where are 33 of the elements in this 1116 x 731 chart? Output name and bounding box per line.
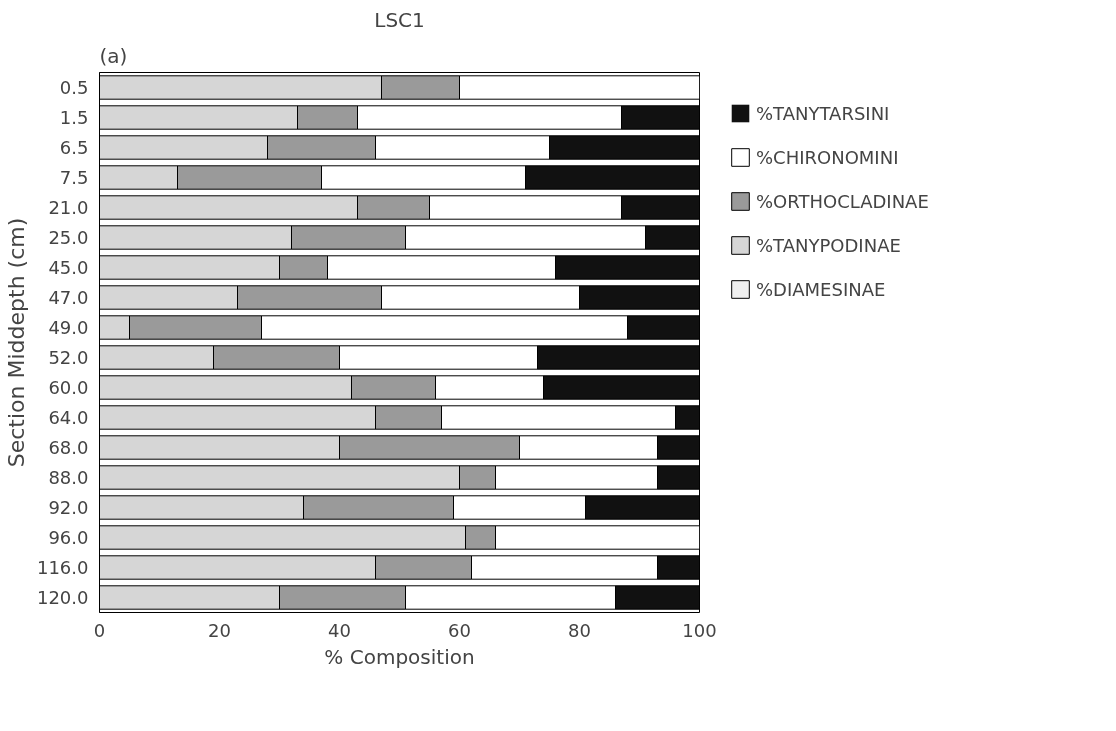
- y-tick-label: 21.0: [48, 197, 89, 218]
- y-tick-label: 64.0: [48, 407, 89, 428]
- y-tick-label: 45.0: [48, 257, 89, 278]
- y-tick-label: 120.0: [36, 587, 89, 608]
- x-axis-title: % Composition: [324, 644, 475, 669]
- text: (a): [99, 43, 128, 68]
- y-tick-label: 0.5: [59, 77, 89, 98]
- legend-label: %DIAMESINAE: [756, 278, 886, 300]
- y-tick-label: 60.0: [48, 377, 89, 398]
- y-tick-label: 88.0: [48, 467, 89, 488]
- x-tick-label: 60: [448, 619, 471, 641]
- legend-label: %TANYTARSINI: [756, 102, 890, 124]
- y-tick-label: 92.0: [48, 497, 89, 518]
- y-tick-label: 25.0: [48, 227, 89, 248]
- x-tick-label: 40: [328, 619, 351, 641]
- legend-label: %TANYPODINAE: [756, 234, 901, 256]
- y-tick-label: 116.0: [36, 557, 89, 578]
- y-tick-label: 1.5: [59, 107, 89, 128]
- y-tick-label: 52.0: [48, 347, 89, 368]
- y-tick-label: 49.0: [48, 317, 89, 338]
- y-tick-label: 96.0: [48, 527, 89, 548]
- y-tick-label: 47.0: [48, 287, 89, 308]
- y-axis-title: Section Middepth (cm): [3, 217, 29, 468]
- chart-title: LSC1: [374, 7, 425, 32]
- y-tick-label: 7.5: [59, 167, 89, 188]
- x-tick-label: 0: [93, 619, 106, 641]
- legend-label: %ORTHOCLADINAE: [756, 190, 929, 212]
- y-tick-label: 6.5: [59, 137, 89, 158]
- x-tick-label: 20: [208, 619, 231, 641]
- y-tick-label: 68.0: [48, 437, 89, 458]
- legend-label: %CHIRONOMINI: [756, 146, 899, 168]
- x-tick-label: 100: [682, 619, 717, 641]
- x-tick-label: 80: [568, 619, 591, 641]
